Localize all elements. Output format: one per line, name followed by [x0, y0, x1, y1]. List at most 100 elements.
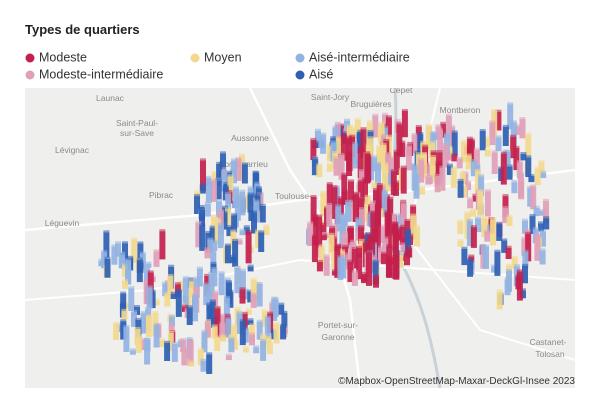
- building: [314, 130, 321, 148]
- building: [373, 276, 379, 288]
- building: [315, 247, 322, 258]
- building: [169, 316, 175, 327]
- building-top: [249, 332, 255, 335]
- building: [465, 182, 472, 191]
- legend-swatch: [190, 53, 200, 63]
- building-top: [362, 177, 368, 180]
- building-top: [382, 162, 389, 165]
- building-top: [413, 173, 420, 176]
- building: [164, 293, 171, 307]
- building-top: [370, 210, 377, 213]
- building-top: [328, 232, 335, 235]
- building: [214, 220, 221, 245]
- building: [496, 223, 503, 241]
- building-top: [181, 347, 188, 349]
- building: [372, 261, 379, 285]
- building-top: [502, 206, 509, 208]
- building-top: [167, 330, 174, 333]
- building: [265, 337, 272, 345]
- place-label: Montberon: [440, 105, 481, 115]
- building: [370, 212, 377, 243]
- building: [414, 226, 420, 247]
- building-top: [120, 291, 127, 294]
- building-top: [414, 224, 420, 227]
- building-top: [457, 219, 464, 222]
- building-top: [111, 244, 118, 247]
- building-top: [490, 217, 497, 220]
- building-top: [187, 338, 194, 341]
- building-top: [211, 171, 218, 174]
- building-top: [220, 334, 227, 337]
- building: [410, 215, 417, 240]
- building-top: [200, 358, 207, 361]
- place-label: Aussonne: [231, 133, 269, 143]
- building-top: [481, 216, 488, 218]
- building-top: [510, 120, 517, 123]
- building: [226, 227, 233, 237]
- building: [467, 199, 474, 209]
- building-top: [227, 289, 234, 292]
- building-top: [405, 144, 412, 147]
- building: [380, 253, 387, 265]
- building-top: [383, 138, 390, 141]
- legend-swatch: [25, 53, 35, 63]
- building: [358, 181, 364, 209]
- building: [378, 226, 385, 243]
- building: [220, 153, 226, 179]
- building: [273, 324, 280, 344]
- building: [247, 194, 254, 213]
- legend-swatch: [295, 53, 305, 63]
- building: [335, 138, 342, 161]
- building-top: [525, 132, 532, 135]
- building: [520, 154, 527, 161]
- building-top: [256, 210, 263, 213]
- building-top: [230, 229, 237, 232]
- building-top: [267, 311, 274, 314]
- building-top: [420, 140, 427, 143]
- building: [208, 309, 215, 328]
- building-top: [170, 291, 177, 294]
- building: [460, 141, 467, 163]
- place-label: Garonne: [321, 332, 354, 342]
- building: [511, 182, 518, 194]
- building: [518, 181, 525, 200]
- building-top: [440, 121, 447, 124]
- building-top: [205, 175, 212, 178]
- building-top: [386, 134, 392, 137]
- building-top: [231, 158, 237, 161]
- building: [182, 296, 189, 308]
- building-top: [326, 144, 333, 147]
- building-top: [254, 181, 261, 184]
- building: [347, 261, 354, 282]
- building-top: [407, 141, 414, 144]
- building-top: [334, 244, 341, 247]
- building-top: [397, 252, 404, 255]
- building-top: [495, 135, 502, 138]
- building-top: [504, 277, 511, 280]
- building-top: [307, 221, 314, 224]
- building: [376, 147, 383, 171]
- building-top: [392, 229, 399, 232]
- building-top: [137, 241, 144, 244]
- building-top: [116, 323, 123, 326]
- building: [538, 223, 544, 232]
- place-label: Tolosan: [535, 349, 565, 359]
- building: [341, 191, 348, 205]
- building: [386, 246, 393, 278]
- building-top: [260, 333, 267, 336]
- building: [247, 266, 254, 272]
- building-top: [239, 287, 246, 290]
- building-top: [417, 132, 424, 135]
- place-label: Lévignac: [55, 145, 90, 155]
- building-top: [223, 295, 230, 298]
- building-top: [211, 239, 218, 242]
- building-top: [338, 123, 344, 126]
- building-top: [206, 302, 213, 305]
- building-top: [243, 346, 249, 349]
- building-top: [484, 229, 491, 232]
- building: [201, 331, 208, 353]
- building: [510, 136, 517, 159]
- building-top: [520, 152, 527, 154]
- building-top: [234, 194, 241, 197]
- building: [418, 160, 425, 183]
